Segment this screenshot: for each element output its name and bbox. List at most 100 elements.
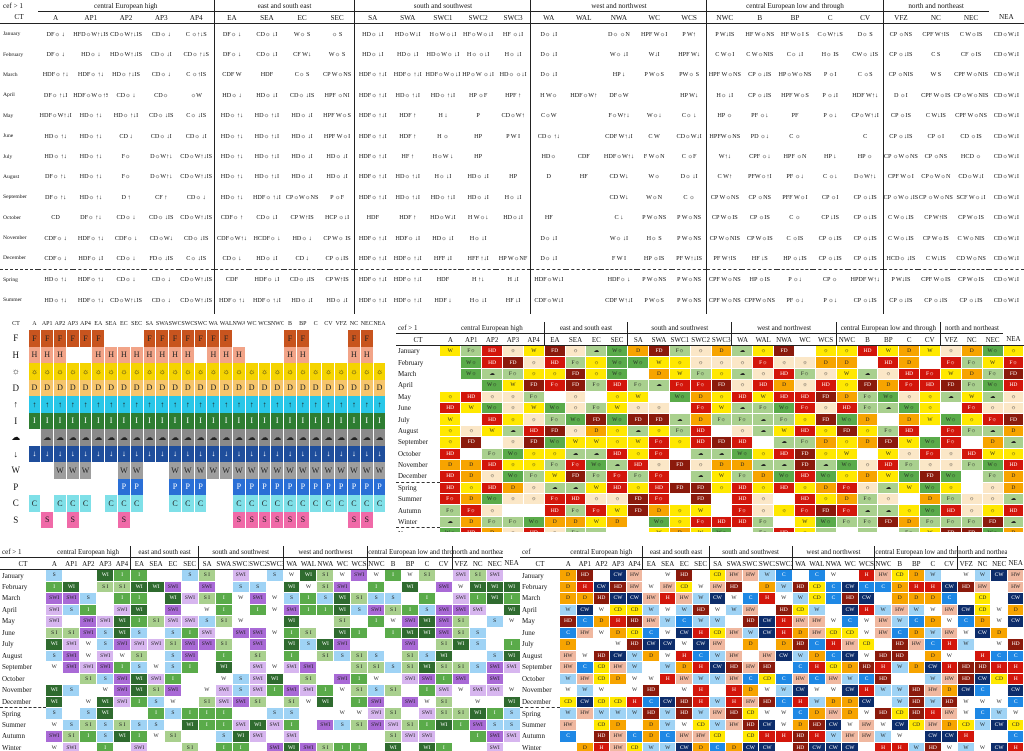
table-cell: CD☼W↓I — [993, 234, 1019, 242]
matrix-cell: ☼ — [502, 436, 524, 449]
matrix-cell: W — [669, 368, 691, 381]
matrix-cell: W — [775, 581, 793, 593]
matrix-cell: HD — [626, 638, 644, 651]
matrix-cell: ☁ — [1003, 493, 1024, 506]
matrix-cell: W☼ — [815, 470, 837, 483]
matrix-cell: WI — [469, 707, 487, 720]
matrix-cell: SWI — [283, 604, 301, 616]
matrix-cell: S I — [401, 719, 419, 731]
table-cell: HD☼ ↓I — [291, 296, 313, 304]
ct-header-swc2: SWC2 — [460, 11, 496, 24]
table-cell: HDF☼W↑↓ — [603, 153, 634, 161]
table-cell: CP W☼NIS — [953, 310, 988, 314]
matrix-cell: S I — [316, 650, 335, 662]
indicator-cell: I — [79, 412, 93, 429]
matrix-cell: F☼ — [919, 448, 941, 460]
ct-header-nwc: NWC — [835, 333, 858, 346]
table-cell: HP W☼NF — [498, 254, 528, 262]
matrix-cell: W — [593, 627, 611, 639]
indicator-cell: ☁ — [258, 429, 272, 446]
table-row: December CDF☼ ↓ HDF☼ ↓I CD☼ ↓ FD☼ ↓IS C☼ ↓IS C… — [0, 248, 1024, 270]
matrix-cell: F☼ — [836, 516, 858, 529]
ct-header-cv: CV — [847, 11, 884, 24]
indicator-label: W — [4, 462, 29, 479]
matrix-cell: F☼ — [794, 368, 816, 381]
matrix-cell: WI — [418, 661, 436, 674]
matrix-cell: ☼ — [982, 493, 1004, 506]
matrix-cell: W☼ — [669, 391, 691, 403]
table-cell: D☼ ↓I — [530, 44, 567, 65]
table-cell: C W↓IS — [925, 254, 946, 262]
indicator-cell: ↓ — [155, 445, 170, 462]
matrix-cell: W — [659, 650, 677, 662]
table-cell: CDF☼ ↓ — [114, 234, 138, 242]
ct-header-nwc: NWC — [706, 11, 743, 24]
matrix-cell: CD — [742, 707, 760, 720]
table-cell: CP ☼I — [927, 132, 945, 140]
matrix-cell — [198, 661, 216, 674]
matrix-cell: HW — [576, 673, 594, 685]
matrix-cell: S I — [333, 615, 352, 628]
table-cell: DF☼ ↓ — [213, 44, 250, 65]
matrix-cell — [316, 661, 335, 674]
matrix-cell: W — [440, 345, 462, 358]
matrix-cell: D — [560, 569, 578, 582]
row-label: April — [3, 92, 15, 99]
matrix-cell — [418, 581, 436, 593]
table-cell: HD☼ ↓I — [326, 296, 348, 304]
matrix-cell: S — [232, 684, 250, 697]
ct-header-ap3: AP3 — [67, 321, 79, 327]
matrix-cell: HD — [481, 481, 504, 495]
indicator-cell — [206, 495, 221, 512]
matrix-cell: ☁ — [690, 448, 712, 460]
indicator-cell — [309, 511, 323, 528]
matrix-cell: FD — [544, 425, 566, 438]
matrix-cell: WI — [418, 627, 436, 639]
matrix-cell: HD — [908, 696, 926, 708]
matrix-cell: W — [957, 707, 975, 720]
indicator-cell: W — [232, 462, 246, 479]
matrix-cell: CD — [626, 742, 644, 751]
matrix-cell: HD — [523, 425, 545, 438]
ct-header-nwc: NWC — [367, 557, 385, 570]
matrix-cell: ☼ — [440, 425, 462, 438]
indicator-cell: ↑ — [53, 396, 67, 413]
table-cell: CD☼ — [154, 91, 169, 99]
matrix-cell: W — [758, 684, 776, 697]
indicator-cell: P — [296, 478, 310, 495]
indicator-cell: P — [334, 478, 349, 495]
matrix-cell: HD — [877, 459, 900, 472]
indicator-cell: ☼ — [309, 363, 323, 380]
matrix-cell: HD — [874, 650, 892, 662]
matrix-cell — [266, 638, 284, 651]
matrix-cell: FD — [815, 413, 837, 426]
matrix-cell: W — [544, 470, 566, 483]
matrix-cell: D — [825, 696, 843, 708]
table-cell: H W☼ — [530, 85, 567, 106]
matrix-cell: W — [299, 581, 318, 593]
matrix-cell: W — [836, 368, 858, 381]
indicator-cell: I — [347, 412, 361, 429]
matrix-cell: HD — [606, 481, 629, 495]
matrix-cell: HD — [642, 684, 660, 697]
matrix-cell: WI — [130, 684, 149, 697]
matrix-cell: W☼ — [481, 379, 504, 392]
matrix-cell: SWI — [198, 581, 216, 593]
matrix-cell: SWI — [46, 730, 64, 743]
table-cell: HDF — [260, 71, 274, 79]
matrix-cell: ☼ — [752, 345, 775, 358]
matrix-cell: ☁ — [877, 481, 900, 495]
matrix-cell: CW — [576, 604, 594, 616]
matrix-cell: F☼ — [940, 425, 962, 438]
matrix-cell: S I — [316, 581, 335, 593]
indicator-cell: I — [321, 412, 336, 429]
matrix-cell — [232, 661, 250, 674]
indicator-cell — [66, 346, 80, 363]
matrix-cell: ☁ — [606, 459, 629, 472]
table-cell: HPF W☼NS — [777, 310, 812, 314]
table-cell: P ☼↓ — [823, 296, 837, 304]
matrix-cell: HW — [709, 707, 727, 720]
matrix-cell: HD — [460, 391, 483, 403]
matrix-cell: S I — [113, 719, 132, 731]
matrix-cell: W — [1007, 707, 1024, 720]
